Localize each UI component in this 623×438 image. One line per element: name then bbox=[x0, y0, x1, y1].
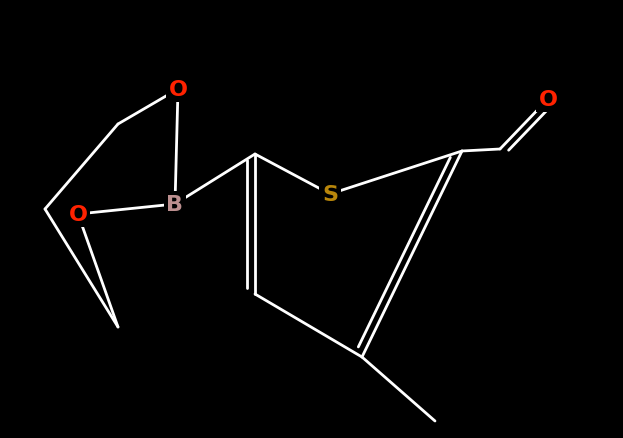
Text: O: O bbox=[168, 80, 188, 100]
Text: B: B bbox=[166, 194, 184, 215]
Text: O: O bbox=[69, 205, 87, 225]
Text: S: S bbox=[322, 184, 338, 205]
Text: O: O bbox=[538, 90, 558, 110]
